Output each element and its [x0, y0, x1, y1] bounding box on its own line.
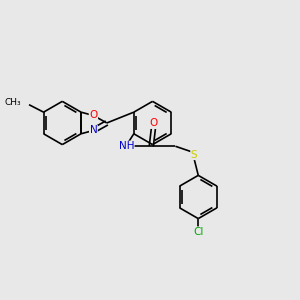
Text: S: S: [191, 150, 197, 160]
Text: N: N: [89, 125, 97, 136]
Text: Cl: Cl: [193, 227, 203, 237]
Text: NH: NH: [118, 141, 134, 151]
Text: O: O: [89, 110, 98, 121]
Text: CH₃: CH₃: [5, 98, 22, 107]
Text: O: O: [149, 118, 158, 128]
